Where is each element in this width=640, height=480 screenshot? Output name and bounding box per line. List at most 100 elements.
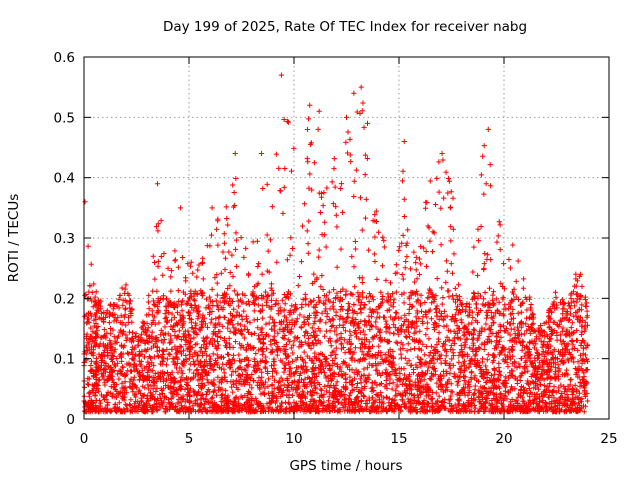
- data-point: [415, 392, 421, 398]
- data-point: [437, 378, 443, 384]
- data-point: [114, 355, 120, 362]
- data-point: [123, 405, 130, 411]
- data-point: [556, 385, 562, 391]
- data-point: [222, 314, 228, 321]
- data-point: [227, 283, 233, 289]
- data-point: [109, 393, 115, 400]
- data-point: [321, 370, 327, 376]
- data-point: [101, 366, 107, 372]
- data-point: [393, 388, 399, 394]
- data-point: [463, 325, 469, 331]
- data-point: [333, 212, 339, 218]
- data-point: [128, 384, 134, 391]
- data-point: [499, 348, 505, 354]
- data-point: [99, 405, 105, 412]
- data-point: [540, 360, 546, 366]
- data-point: [284, 291, 291, 298]
- data-point: [447, 400, 453, 407]
- data-point: [348, 159, 354, 165]
- data-point: [411, 346, 418, 352]
- data-point: [472, 353, 478, 359]
- data-point: [259, 369, 265, 375]
- data-point: [119, 358, 125, 364]
- data-point: [144, 332, 150, 338]
- data-point: [448, 388, 454, 394]
- data-point: [394, 270, 400, 276]
- data-point: [150, 386, 156, 392]
- data-point: [450, 353, 457, 359]
- data-point: [306, 185, 312, 191]
- data-point: [166, 351, 172, 357]
- data-point: [231, 288, 237, 294]
- data-point: [366, 408, 373, 415]
- chart-title: Day 199 of 2025, Rate Of TEC Index for r…: [163, 19, 527, 35]
- data-point: [111, 379, 117, 386]
- data-point: [347, 291, 353, 297]
- data-point: [199, 386, 205, 392]
- data-point: [496, 384, 502, 390]
- data-point: [386, 307, 392, 313]
- data-point: [174, 345, 180, 351]
- data-point: [222, 255, 229, 261]
- data-point: [258, 405, 264, 412]
- data-point: [320, 366, 327, 372]
- data-point: [562, 386, 568, 392]
- data-point: [441, 373, 447, 379]
- data-point: [498, 372, 504, 378]
- data-point: [235, 366, 241, 372]
- data-point: [145, 299, 152, 305]
- data-point: [475, 408, 481, 415]
- data-point: [169, 369, 175, 375]
- data-point: [188, 302, 194, 308]
- data-point: [175, 391, 181, 397]
- data-point: [530, 400, 537, 406]
- data-point: [180, 409, 187, 415]
- data-point: [448, 381, 454, 387]
- data-point: [161, 355, 167, 361]
- data-point: [406, 371, 413, 378]
- data-point: [413, 254, 419, 261]
- data-point: [512, 360, 518, 366]
- data-point: [461, 377, 467, 384]
- data-point: [113, 318, 120, 324]
- data-point: [347, 152, 353, 158]
- data-point: [104, 392, 110, 398]
- data-point: [559, 328, 565, 334]
- data-point: [108, 376, 114, 382]
- data-point: [581, 409, 587, 415]
- data-point: [105, 352, 111, 358]
- data-point: [496, 378, 502, 384]
- data-point: [359, 398, 365, 405]
- data-point: [517, 374, 523, 380]
- data-point: [353, 167, 359, 173]
- data-point: [223, 388, 229, 394]
- data-point: [574, 387, 580, 393]
- data-point: [263, 333, 269, 339]
- data-point: [326, 289, 332, 295]
- data-point: [572, 382, 578, 388]
- data-point: [305, 241, 311, 247]
- data-point: [421, 377, 427, 383]
- data-point: [426, 392, 432, 398]
- data-point: [185, 298, 191, 304]
- data-point: [95, 386, 101, 392]
- data-point: [163, 314, 169, 320]
- data-point: [399, 271, 405, 278]
- data-point: [433, 401, 439, 407]
- data-point: [165, 373, 172, 379]
- data-point: [123, 337, 129, 343]
- data-point: [390, 380, 396, 386]
- data-point: [157, 361, 164, 367]
- data-point: [208, 232, 215, 238]
- data-point: [219, 386, 225, 392]
- data-point: [185, 261, 191, 267]
- data-point: [396, 247, 402, 254]
- data-point: [104, 311, 110, 317]
- data-point: [305, 116, 312, 122]
- data-point: [154, 348, 160, 354]
- data-point: [92, 389, 99, 396]
- data-point: [466, 361, 472, 367]
- data-point: [308, 332, 314, 339]
- data-point: [489, 297, 496, 303]
- data-point: [88, 350, 95, 356]
